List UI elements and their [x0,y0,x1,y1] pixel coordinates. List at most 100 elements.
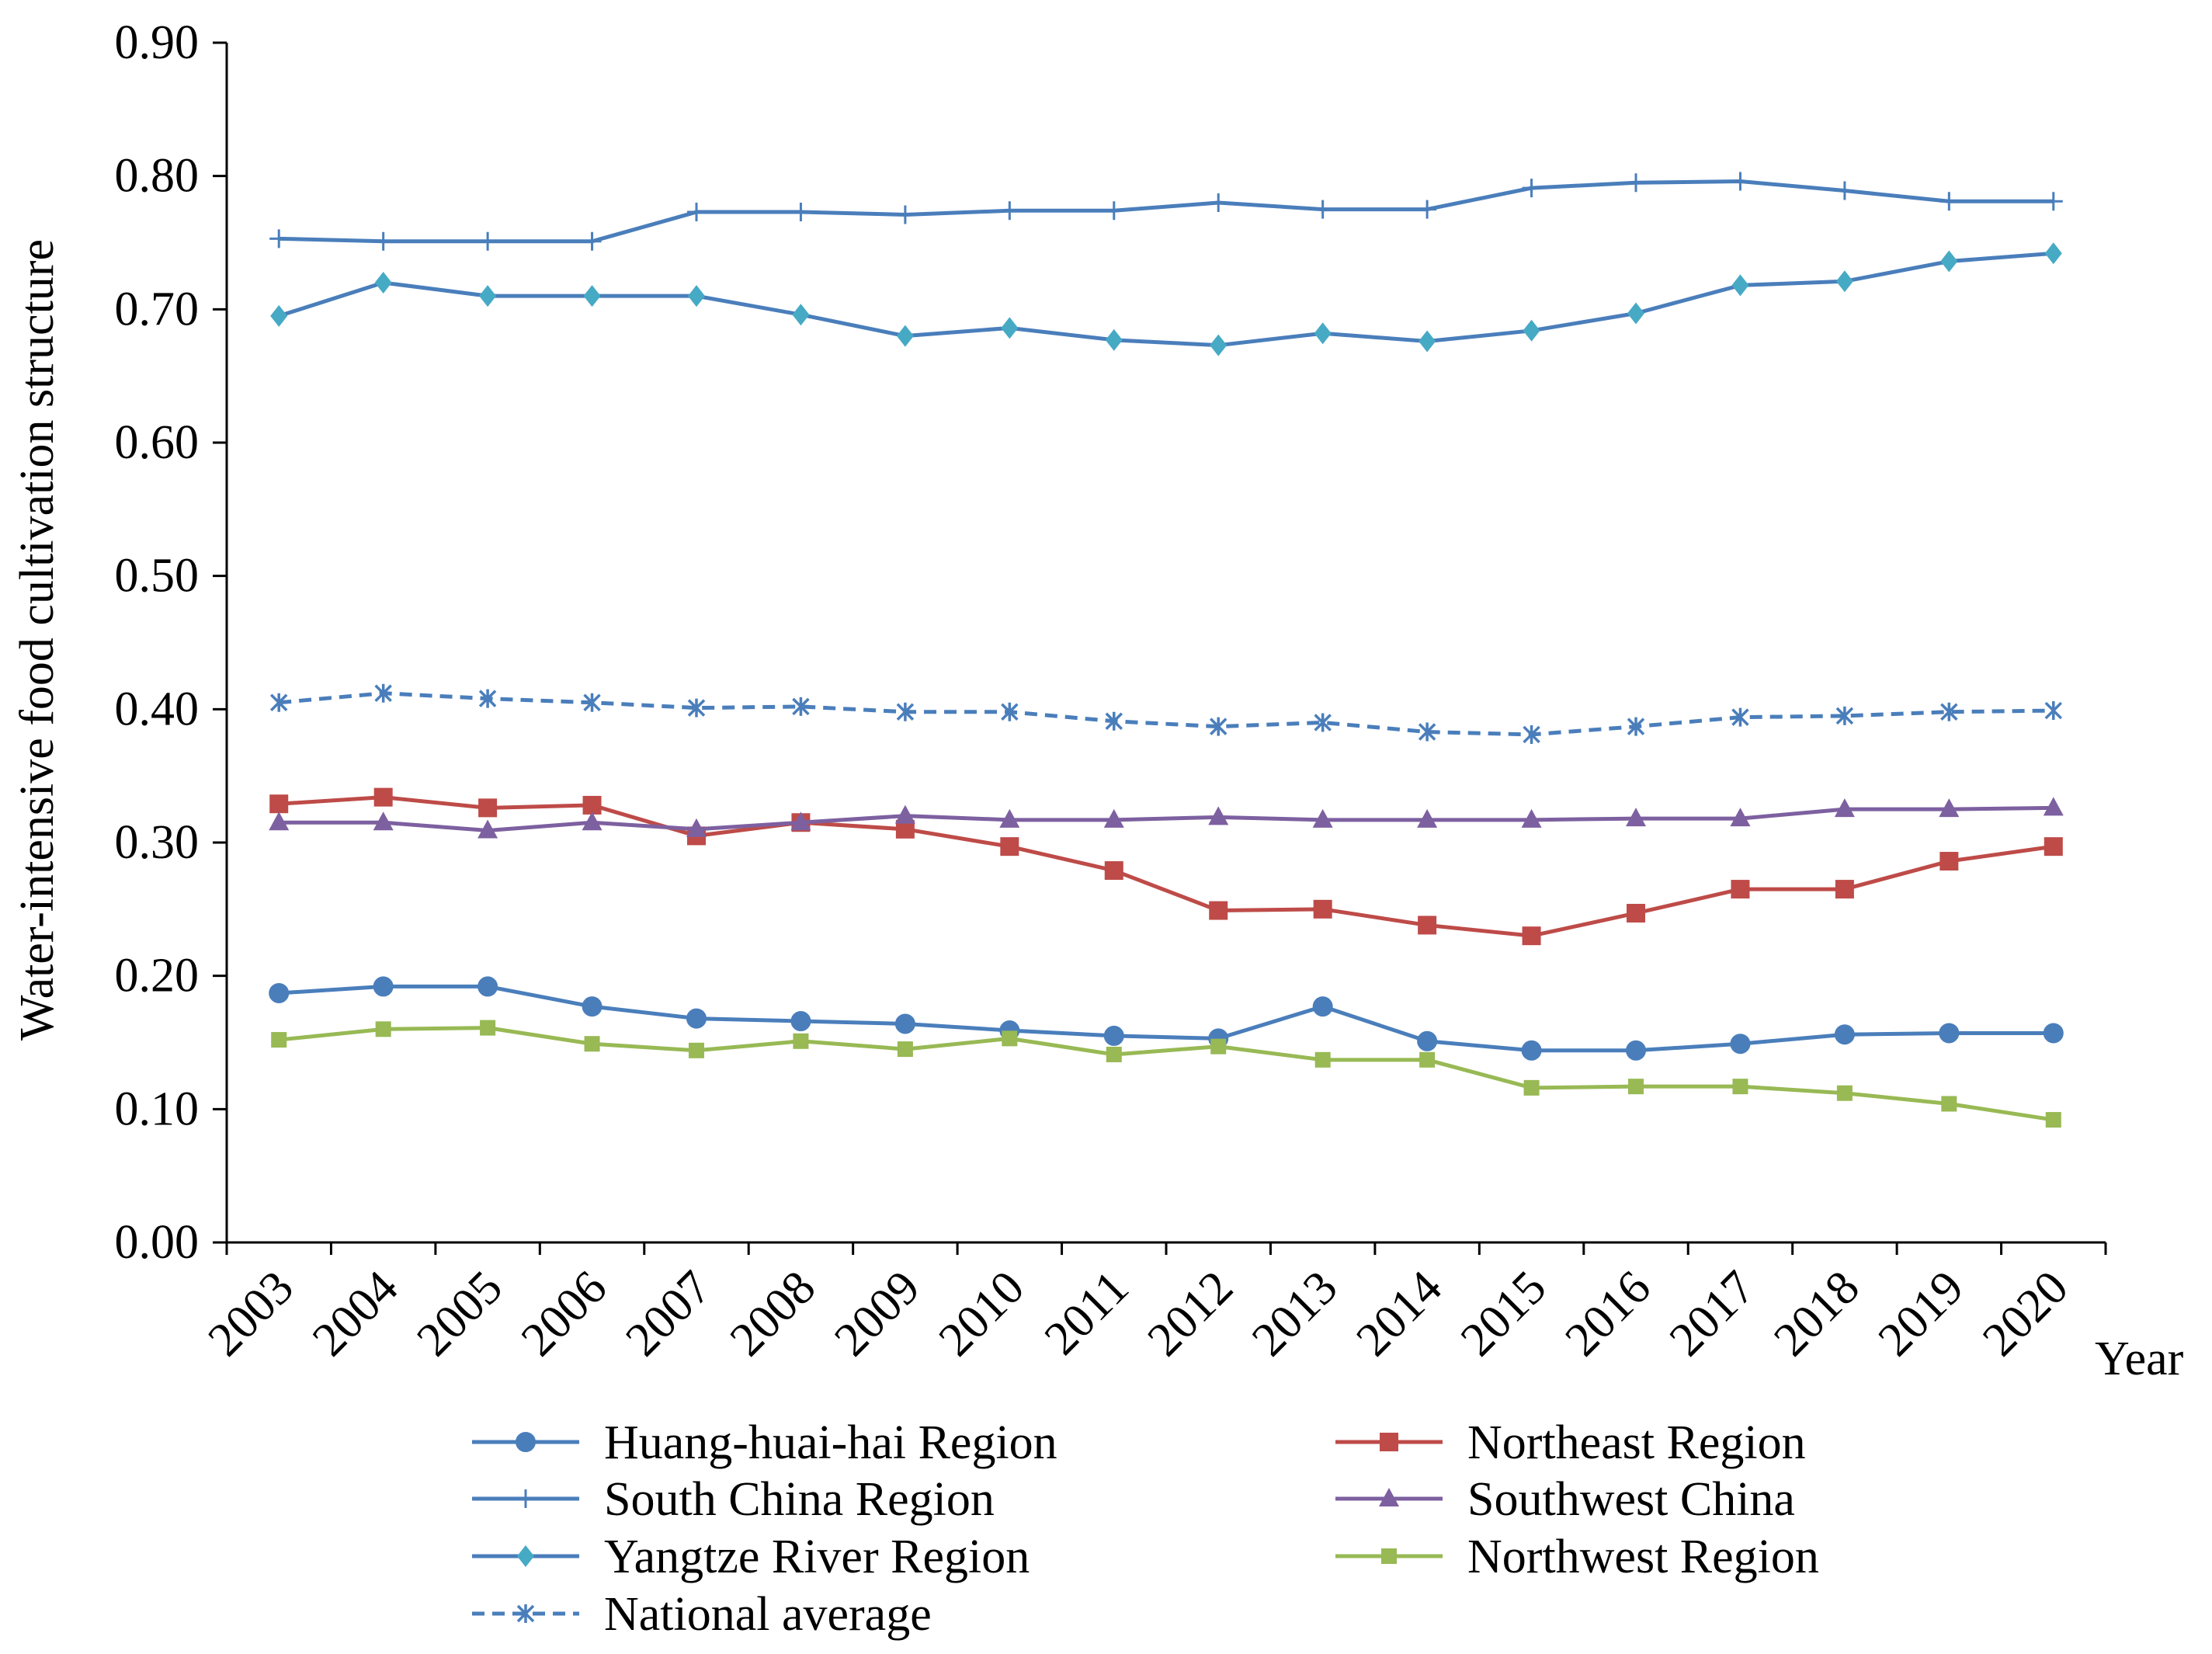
series-northeast-region [269,787,2063,946]
series-south-china-region [269,172,2063,251]
data-point [1939,192,1959,211]
data-point [687,698,706,718]
data-point [2043,797,2064,816]
data-point [1418,200,1437,219]
data-point [1835,270,1853,293]
data-point [1834,798,1855,818]
data-point [686,818,707,837]
data-point [1835,706,1854,725]
data-point [373,811,394,831]
data-point [1103,808,1124,828]
data-point [1381,1548,1397,1564]
x-tick-label: 2016 [1555,1261,1661,1367]
data-point [1627,173,1645,193]
data-point [582,231,602,251]
data-point [2044,192,2063,211]
data-point [790,1011,811,1032]
data-point [1523,1079,1540,1096]
data-point [689,1042,704,1058]
data-point [1732,1079,1748,1095]
series-line [278,251,2054,348]
y-tick-label: 0.10 [115,1082,200,1135]
data-point [1418,916,1437,935]
data-point [270,304,288,327]
series-huang-huai-hai-region [269,976,2064,1061]
x-tick-label: 2008 [721,1261,826,1367]
data-point [516,1432,536,1452]
data-point [1419,330,1436,353]
data-point [2044,837,2063,857]
data-point [2044,701,2063,721]
data-point [1106,1046,1122,1062]
x-tick-label: 2020 [1973,1261,2078,1367]
data-point [1627,903,1645,923]
data-point [480,1020,496,1036]
data-point [686,1008,707,1029]
data-point [269,794,289,814]
y-axis-label: Water-intensive food cultivation structu… [11,239,64,1041]
y-tick-label: 0.70 [115,283,200,335]
y-tick-label: 0.80 [115,150,200,203]
data-point [477,976,498,997]
data-point [1210,334,1228,356]
data-point [582,811,602,831]
data-point [1314,713,1332,732]
x-tick-label: 2018 [1764,1261,1870,1367]
legend-item: South China Region [472,1473,995,1526]
data-point [688,285,705,308]
x-axis-label: Year [2095,1333,2184,1385]
data-point [2045,1112,2061,1128]
series-yangtze-river-region [270,242,2062,356]
y-tick-label: 0.90 [115,16,200,69]
data-point [1001,702,1019,721]
data-point [374,272,392,294]
data-point [1314,1051,1331,1068]
data-point [1731,172,1750,191]
data-point [1521,808,1542,828]
data-point [1627,717,1645,736]
data-point [896,325,914,347]
x-tick-label: 2014 [1346,1261,1452,1367]
data-point [792,304,810,326]
legend-label: Northwest Region [1467,1531,1819,1583]
legend-label: Southwest China [1467,1473,1795,1526]
data-point [1522,926,1541,946]
data-point [373,231,393,251]
legend-item: Northwest Region [1335,1531,1819,1583]
data-point [373,787,393,807]
data-point [1835,181,1854,200]
data-point [1940,250,1958,273]
data-point [582,996,602,1017]
x-tick-label: 2017 [1660,1261,1766,1367]
data-point [1523,319,1540,342]
series-group [269,172,2064,1128]
data-point [1628,1079,1644,1095]
data-point [1314,322,1332,345]
series-southwest-china [269,797,2064,839]
data-point [1939,798,1960,818]
legend-item: Southwest China [1335,1473,1795,1526]
data-point [1312,996,1333,1017]
y-tick-label: 0.50 [115,550,200,603]
y-tick-label: 0.60 [115,416,200,469]
series-northwest-region [271,1020,2061,1128]
x-tick-label: 2005 [407,1261,512,1367]
legend-label: Yangtze River Region [604,1531,1030,1583]
data-point [894,1013,915,1034]
data-point [1940,702,1958,721]
y-tick-label: 0.20 [115,950,200,1002]
data-point [584,1036,600,1052]
data-point [1379,1488,1399,1506]
legend-label: National average [604,1588,932,1641]
data-point [1939,852,1959,871]
data-point [1626,808,1646,827]
data-point [478,689,497,708]
data-point [1941,1096,1957,1112]
data-point [1939,1023,1960,1044]
data-point [1209,901,1228,920]
legend-label: Northeast Region [1467,1416,1806,1469]
data-point [1731,274,1749,297]
data-point [269,693,288,712]
